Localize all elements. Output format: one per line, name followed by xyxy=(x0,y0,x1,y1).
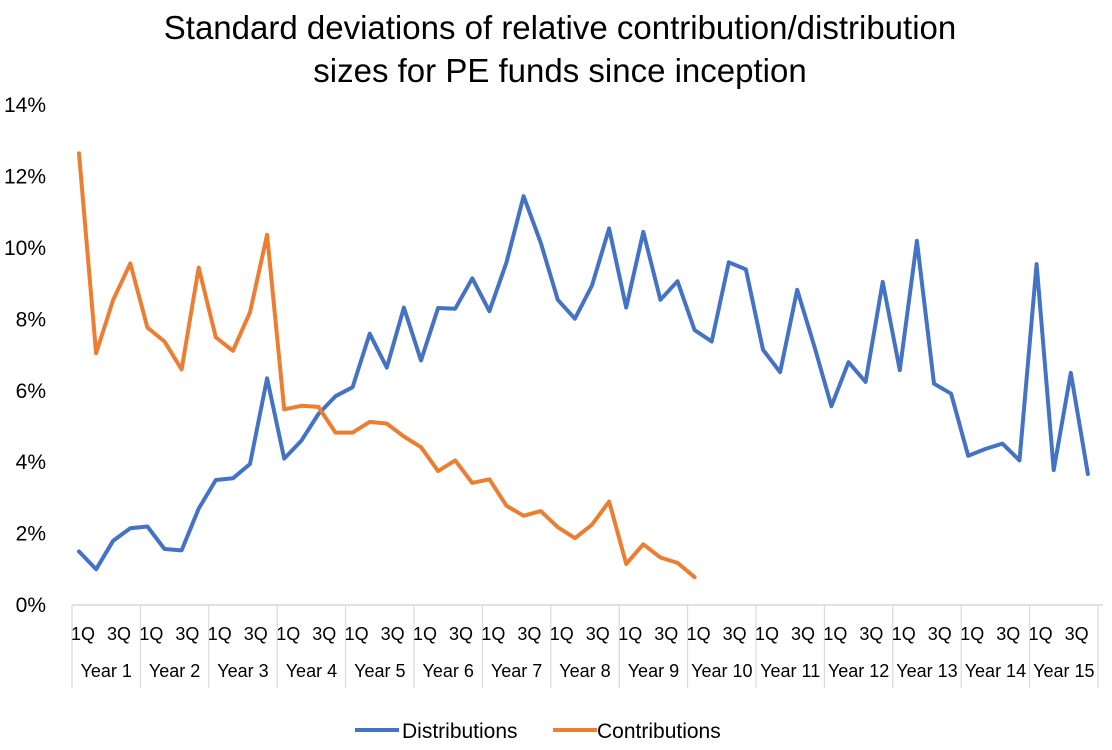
x-year-label: Year 14 xyxy=(965,661,1026,681)
x-quarter-label: 3Q xyxy=(1065,624,1089,644)
x-year-label: Year 2 xyxy=(149,661,200,681)
x-quarter-label: 3Q xyxy=(449,624,473,644)
x-quarter-label: 1Q xyxy=(823,624,847,644)
x-quarter-label: 1Q xyxy=(755,624,779,644)
x-quarter-label: 1Q xyxy=(276,624,300,644)
x-quarter-label: 1Q xyxy=(1029,624,1053,644)
y-tick-label: 0% xyxy=(16,594,46,617)
x-year-label: Year 10 xyxy=(691,661,752,681)
x-quarter-label: 3Q xyxy=(654,624,678,644)
x-quarter-label: 3Q xyxy=(859,624,883,644)
y-tick-label: 8% xyxy=(16,308,46,331)
x-year-label: Year 12 xyxy=(828,661,889,681)
chart-title-line-1: Standard deviations of relative contribu… xyxy=(164,9,956,46)
x-quarter-label: 1Q xyxy=(71,624,95,644)
x-year-label: Year 4 xyxy=(286,661,337,681)
x-quarter-label: 3Q xyxy=(244,624,268,644)
x-year-label: Year 8 xyxy=(559,661,610,681)
x-year-label: Year 11 xyxy=(760,661,820,681)
x-quarter-label: 1Q xyxy=(550,624,574,644)
x-quarter-label: 3Q xyxy=(723,624,747,644)
y-axis: 0% 2% 4% 6% 8% 10% 12% 14% xyxy=(4,94,46,617)
x-year-label: Year 13 xyxy=(896,661,957,681)
x-year-label: Year 15 xyxy=(1033,661,1094,681)
legend-label-contributions: Contributions xyxy=(597,720,721,743)
x-year-label: Year 1 xyxy=(81,661,132,681)
x-year-label: Year 3 xyxy=(217,661,268,681)
x-quarter-label: 3Q xyxy=(996,624,1020,644)
y-tick-label: 4% xyxy=(16,451,46,474)
x-year-label: Year 7 xyxy=(491,661,542,681)
x-quarter-label: 1Q xyxy=(139,624,163,644)
y-tick-label: 12% xyxy=(4,166,46,189)
y-tick-label: 14% xyxy=(4,94,46,117)
contributions-line xyxy=(77,151,697,580)
x-quarter-label: 1Q xyxy=(687,624,711,644)
series-layer xyxy=(77,151,1090,580)
x-quarter-label: 1Q xyxy=(481,624,505,644)
x-quarter-label: 3Q xyxy=(175,624,199,644)
x-quarter-label: 3Q xyxy=(107,624,131,644)
x-year-label: Year 6 xyxy=(423,661,474,681)
x-axis: 1Q 3Q Year 1 1Q 3Q Year 2 1Q 3Q Year 3 1Q 3Q Year 4… xyxy=(71,604,1103,688)
chart-title-line-2: sizes for PE funds since inception xyxy=(313,52,806,89)
x-quarter-label: 3Q xyxy=(791,624,815,644)
x-quarter-label: 3Q xyxy=(586,624,610,644)
x-quarter-label: 3Q xyxy=(928,624,952,644)
x-quarter-label: 1Q xyxy=(208,624,232,644)
x-quarter-label: 3Q xyxy=(381,624,405,644)
x-year-label: Year 9 xyxy=(628,661,679,681)
legend-label-distributions: Distributions xyxy=(402,720,518,743)
y-tick-label: 2% xyxy=(16,523,46,546)
x-quarter-label: 1Q xyxy=(960,624,984,644)
x-quarter-label: 1Q xyxy=(345,624,369,644)
y-tick-label: 6% xyxy=(16,380,46,403)
x-year-label: Year 5 xyxy=(354,661,405,681)
x-quarter-label: 3Q xyxy=(312,624,336,644)
x-quarter-label: 3Q xyxy=(517,624,541,644)
legend: Distributions Contributions xyxy=(355,720,721,743)
distributions-line xyxy=(77,194,1090,572)
x-quarter-label: 1Q xyxy=(892,624,916,644)
y-tick-label: 10% xyxy=(4,237,46,260)
x-quarter-label: 1Q xyxy=(618,624,642,644)
x-quarter-label: 1Q xyxy=(413,624,437,644)
